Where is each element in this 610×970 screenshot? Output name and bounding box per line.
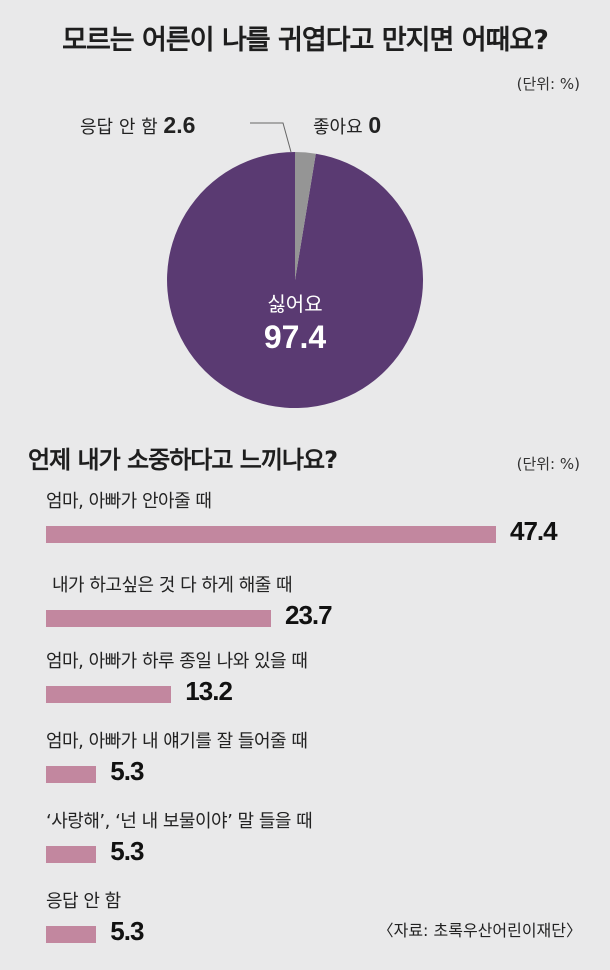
bar-row: 엄마, 아빠가 하루 종일 나와 있을 때 13.2 <box>0 647 610 707</box>
bar-value-label: 5.3 <box>110 756 144 786</box>
pie-slice-no-response <box>295 152 316 280</box>
bar <box>46 686 172 703</box>
bar-category-label: 내가 하고싶은 것 다 하게 해줄 때 <box>52 575 293 596</box>
pie-chart <box>167 122 424 408</box>
bar-row: 응답 안 함 5.3 <box>0 887 610 947</box>
pie-value-like: 0 <box>368 112 382 138</box>
bar-row: 내가 하고싶은 것 다 하게 해줄 때 23.7 <box>0 571 610 631</box>
pie-chart-unit: (단위: %) <box>516 75 580 93</box>
pie-leader-line <box>250 122 292 153</box>
bar <box>46 526 496 543</box>
bar-row: ‘사랑해’, ‘넌 내 보물이야’ 말 들을 때 5.3 <box>0 807 610 867</box>
bar-value-label: 23.7 <box>285 600 333 630</box>
bar-value-label: 5.3 <box>110 836 144 866</box>
pie-label-dislike-text: 싫어요 <box>267 292 323 316</box>
pie-label-like-text: 좋아요 <box>313 117 363 138</box>
bar-value-label: 5.3 <box>110 916 144 946</box>
bar-category-label: 엄마, 아빠가 내 얘기를 잘 들어줄 때 <box>46 731 308 752</box>
bar-category-label: 엄마, 아빠가 안아줄 때 <box>46 491 212 512</box>
bar-category-label: ‘사랑해’, ‘넌 내 보물이야’ 말 들을 때 <box>46 811 313 832</box>
bar <box>46 846 97 863</box>
pie-label-no-response-text: 응답 안 함 <box>80 117 158 138</box>
bar-category-label: 응답 안 함 <box>46 891 121 912</box>
bar-row: 엄마, 아빠가 내 얘기를 잘 들어줄 때 5.3 <box>0 727 610 787</box>
source-note: 〈자료: 초록우산어린이재단〉 <box>377 921 582 940</box>
bar-value-label: 13.2 <box>185 676 233 706</box>
bar-chart-unit: (단위: %) <box>516 455 580 473</box>
pie-value-dislike: 97.4 <box>263 319 327 355</box>
bar-category-label: 엄마, 아빠가 하루 종일 나와 있을 때 <box>46 651 308 672</box>
bar-value-label: 47.4 <box>510 516 558 546</box>
bar-row: 엄마, 아빠가 안아줄 때 47.4 <box>0 487 610 547</box>
bar-chart-title: 언제 내가 소중하다고 느끼나요? <box>28 446 338 474</box>
pie-label-dislike: 싫어요 97.4 <box>200 288 390 356</box>
bar <box>46 926 97 943</box>
pie-chart-title: 모르는 어른이 나를 귀엽다고 만지면 어때요? <box>62 25 549 56</box>
pie-value-no-response: 2.6 <box>163 112 196 138</box>
pie-slice-dislike <box>167 152 424 408</box>
pie-label-no-response: 응답 안 함 2.6 <box>80 112 195 139</box>
pie-label-like: 좋아요 0 <box>313 112 381 139</box>
bar <box>46 610 271 627</box>
bar <box>46 766 97 783</box>
